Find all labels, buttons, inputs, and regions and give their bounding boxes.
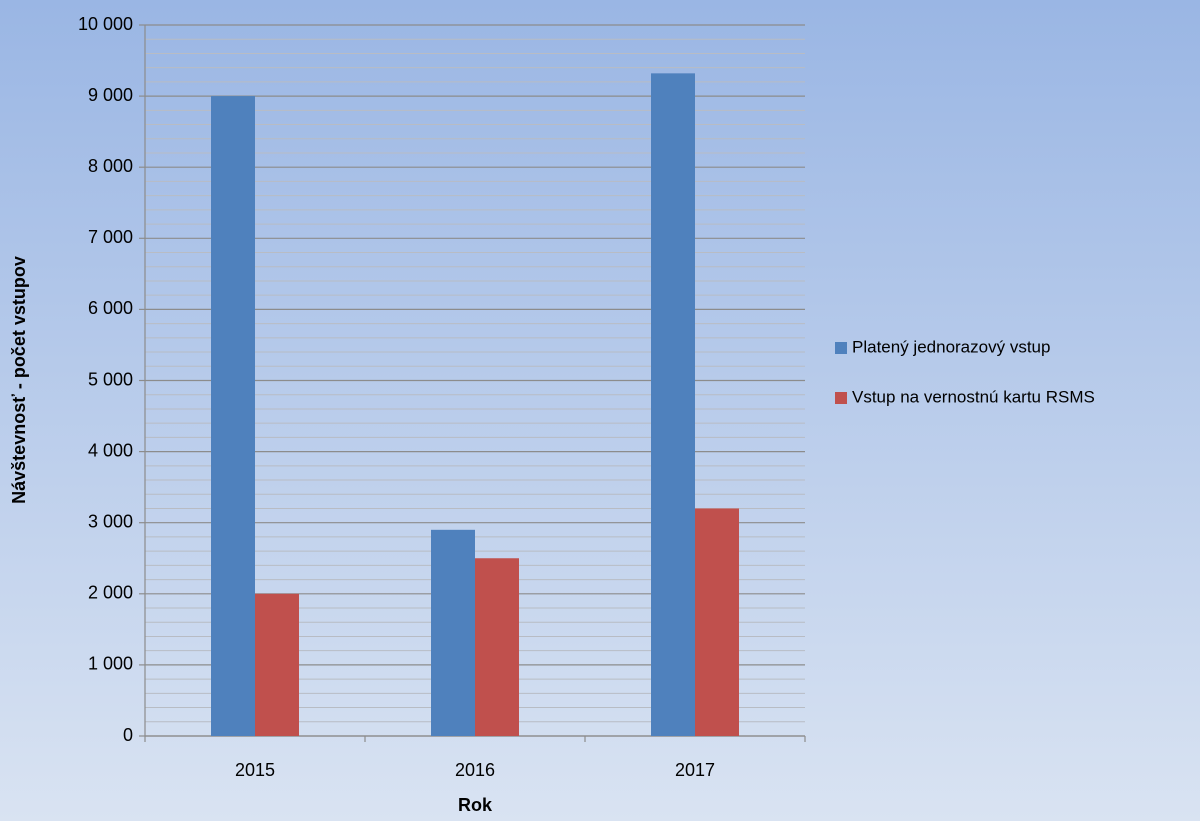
bar <box>651 73 695 736</box>
bars <box>211 73 739 737</box>
y-tick-label: 7 000 <box>88 227 133 247</box>
y-tick-label: 10 000 <box>78 14 133 34</box>
y-tick-label: 8 000 <box>88 156 133 176</box>
x-axis-title: Rok <box>458 795 493 815</box>
bar <box>431 529 475 736</box>
y-axis-title: Návštevnosť - počet vstupov <box>9 256 29 504</box>
y-tick-label: 0 <box>123 725 133 745</box>
y-tick-label: 2 000 <box>88 583 133 603</box>
labels: 0 1 000 2 000 3 000 4 000 5 000 6 000 7 000 8 00… <box>78 14 1095 780</box>
legend-swatch <box>835 342 847 354</box>
bar <box>695 508 739 736</box>
y-tick-label: 9 000 <box>88 85 133 105</box>
bar <box>255 593 299 736</box>
y-tick-label: 6 000 <box>88 298 133 318</box>
x-tick-label: 2016 <box>455 760 495 780</box>
legend-label: Platený jednorazový vstup <box>852 337 1050 356</box>
y-tick-label: 5 000 <box>88 369 133 389</box>
legend-swatch <box>835 392 847 404</box>
y-tick-label: 1 000 <box>88 654 133 674</box>
y-tick-label: 3 000 <box>88 511 133 531</box>
bar <box>211 96 255 737</box>
legend-label: Vstup na vernostnú kartu RSMS <box>852 387 1095 406</box>
y-tick-label: 4 000 <box>88 440 133 460</box>
x-tick-label: 2017 <box>675 760 715 780</box>
bar <box>475 558 519 736</box>
x-tick-label: 2015 <box>235 760 275 780</box>
